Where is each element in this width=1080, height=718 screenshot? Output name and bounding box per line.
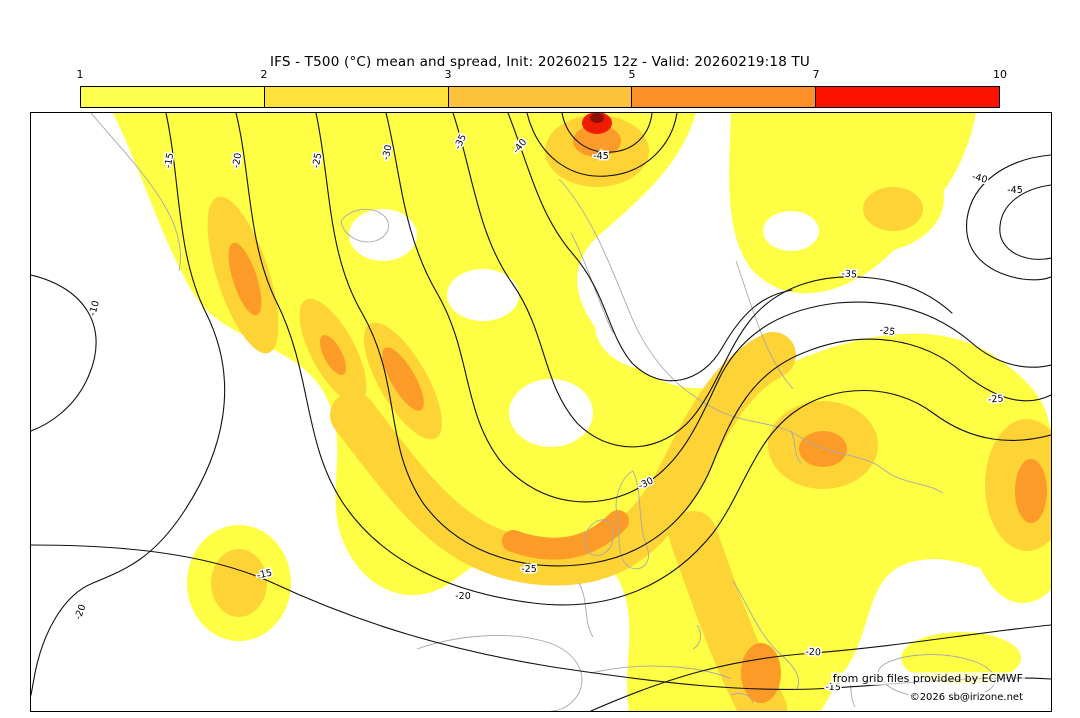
contour-label: -25 [988,393,1004,405]
colorbar-tick: 3 [444,68,452,81]
colorbar-segment [81,87,264,107]
contour-label: -20 [455,591,471,602]
spread-holes [349,209,1025,447]
colorbar-segment [815,87,999,107]
contour-label: -45 [593,151,609,162]
contour-label: -20 [231,152,245,169]
colorbar-tick: 1 [76,68,84,81]
contour-label: -45 [1007,185,1023,196]
contour-label: -30 [381,144,395,161]
copyright-credit: ©2026 sb@irizone.net [907,692,1025,703]
contour-label: -15 [163,152,177,169]
contour-label: -20 [73,603,89,621]
contour-label: -15 [256,568,273,582]
coastlines [90,113,996,711]
contour-label: -25 [879,325,896,338]
contour-label: -25 [311,152,325,169]
colorbar-segment [631,87,816,107]
weather-map-canvas: -10 -15 -20 -25 -30 -35 -40 -45 -20 -15 … [31,113,1051,711]
contour-label: -20 [805,647,821,659]
contour-label: -40 [971,171,989,186]
colorbar-segment [263,87,448,107]
spread-region-extreme [582,113,612,134]
colorbar-tick: 2 [260,68,268,81]
spread-colorbar: 1 2 3 5 7 10 [76,68,1007,110]
colorbar-segment [447,87,632,107]
contour-label: -25 [521,564,537,575]
contour-label: -35 [841,268,857,280]
spread-region-high-band [502,510,629,560]
page-title: IFS - T500 (°C) mean and spread, Init: 2… [269,54,811,70]
spread-region-high [228,125,1047,703]
colorbar-tick: 7 [812,68,820,81]
map-frame: -10 -15 -20 -25 -30 -35 -40 -45 -20 -15 … [30,112,1052,712]
colorbar-tick: 5 [628,68,636,81]
contour-label-group: -10 -15 -20 -25 -30 -35 -40 -45 -20 -15 … [71,131,1024,695]
colorbar-bar [80,86,1000,108]
colorbar-tick: 10 [993,68,1007,81]
contour-label: -10 [87,299,102,317]
provider-credit: from grib files provided by ECMWF [830,672,1025,685]
